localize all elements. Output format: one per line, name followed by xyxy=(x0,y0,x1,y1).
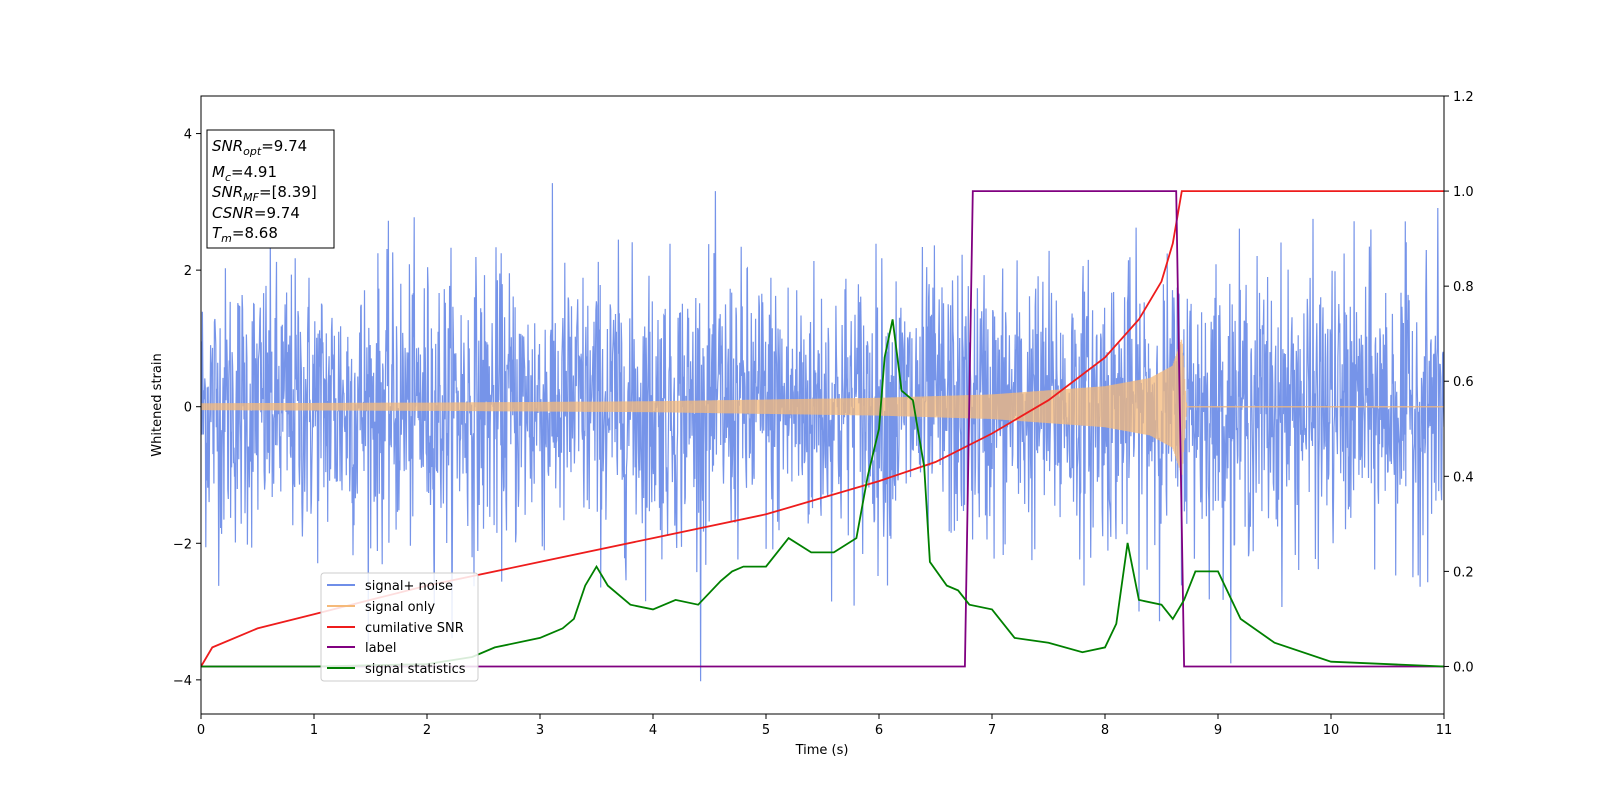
x-tick-label: 7 xyxy=(988,723,996,738)
series-layer xyxy=(201,183,1444,682)
x-axis-label: Time (s) xyxy=(795,743,849,758)
legend: signal+ noise signal only cumilative SNR… xyxy=(320,572,479,682)
series-signal-statistics xyxy=(201,319,1444,668)
y-tick-label-right: 0.6 xyxy=(1453,375,1474,390)
x-tick-label: 2 xyxy=(423,723,431,738)
x-tick-label: 3 xyxy=(536,723,544,738)
x-tick-label: 9 xyxy=(1214,723,1222,738)
series-signal-only xyxy=(201,339,1444,475)
y-tick-label-right: 0.2 xyxy=(1453,565,1474,580)
y-tick-label-left: −2 xyxy=(173,537,192,552)
info-box: SNRopt=9.74 Mc=4.91 SNRMF=[8.39] CSNR=9.… xyxy=(206,129,335,249)
legend-label-label: label xyxy=(365,641,396,656)
series-cumulative-snr xyxy=(201,190,1444,667)
legend-label-signal-only: signal only xyxy=(365,600,435,615)
x-tick-label: 6 xyxy=(875,723,883,738)
x-tick-label: 8 xyxy=(1101,723,1109,738)
y-tick-label-right: 1.2 xyxy=(1453,90,1474,105)
y-axis-label-left: Whitened strain xyxy=(150,353,165,456)
y-tick-label-left: 2 xyxy=(184,264,192,279)
x-tick-label: 0 xyxy=(197,723,205,738)
info-box-frame xyxy=(206,129,335,249)
x-tick-label: 10 xyxy=(1323,723,1340,738)
y-tick-label-right: 0.4 xyxy=(1453,470,1474,485)
y-tick-label-right: 0.8 xyxy=(1453,280,1474,295)
x-tick-label: 11 xyxy=(1436,723,1453,738)
info-csnr: CSNR=9.74 xyxy=(212,204,300,222)
info-snr-mf: SNRMF=[8.39] xyxy=(212,183,317,204)
info-snr-opt: SNRopt=9.74 xyxy=(212,137,307,158)
x-tick-label: 1 xyxy=(310,723,318,738)
series-signal-noise xyxy=(201,183,1444,682)
legend-label-signal-statistics: signal statistics xyxy=(365,662,466,677)
axes-layer: 0 1 2 3 4 5 6 7 8 9 10 11 −4 −2 0 2 4 0.0 0.2 0.4 0.6 0.8 1.0 1… xyxy=(173,90,1474,738)
legend-frame xyxy=(320,572,479,682)
y-tick-label-left: 4 xyxy=(184,128,192,143)
x-tick-label: 5 xyxy=(762,723,770,738)
legend-label-cumulative-snr: cumilative SNR xyxy=(365,621,464,636)
legend-label-signal-noise: signal+ noise xyxy=(365,579,453,594)
series-label xyxy=(201,190,1444,668)
plot-frame xyxy=(200,95,1445,715)
y-tick-label-left: −4 xyxy=(173,674,192,689)
y-tick-label-right: 1.0 xyxy=(1453,185,1474,200)
y-tick-label-left: 0 xyxy=(184,401,192,416)
y-tick-label-right: 0.0 xyxy=(1453,660,1474,675)
info-mc: Mc=4.91 xyxy=(212,163,277,184)
x-tick-label: 4 xyxy=(649,723,657,738)
info-tm: Tm=8.68 xyxy=(212,224,278,245)
